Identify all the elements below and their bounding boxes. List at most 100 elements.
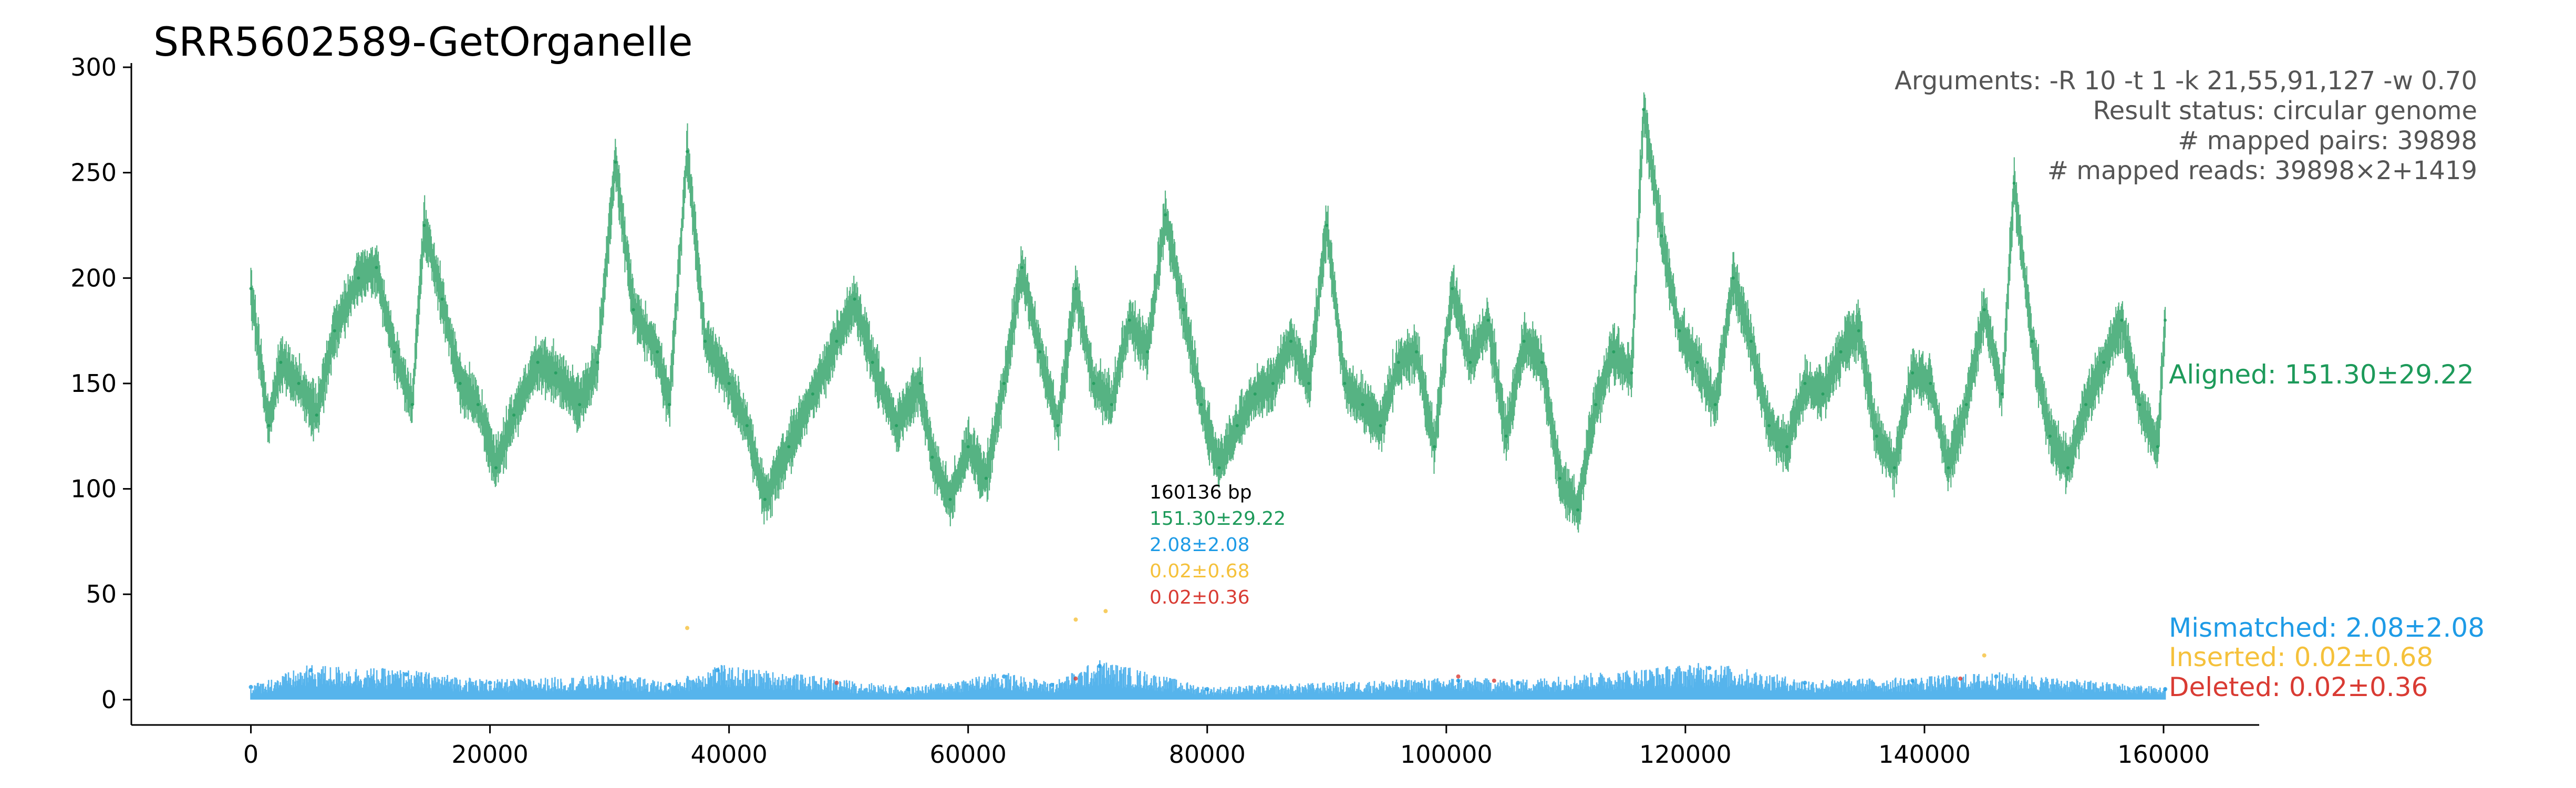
data-point-aligned [2120, 318, 2124, 322]
data-point-aligned [2164, 318, 2167, 322]
data-point-aligned [2012, 181, 2016, 185]
data-point-aligned [1145, 350, 1149, 354]
data-point-aligned [656, 350, 659, 354]
center-stat: 0.02±0.68 [1150, 561, 1249, 582]
data-point-aligned [1451, 287, 1454, 291]
data-point-aligned [422, 223, 426, 227]
data-point-aligned [1325, 223, 1329, 227]
data-point-aligned [357, 276, 360, 280]
data-point-aligned [1002, 381, 1006, 385]
data-point-mismatched [1516, 680, 1520, 685]
data-point-aligned [1522, 339, 1526, 343]
data-point-aligned [1199, 403, 1203, 407]
data-point-deleted [1958, 676, 1963, 681]
series-aligned [249, 92, 2167, 533]
chart-title: SRR5602589-GetOrganelle [153, 18, 692, 65]
data-point-aligned [458, 381, 462, 385]
data-point-aligned [1379, 424, 1382, 428]
data-point-aligned [1235, 424, 1239, 428]
y-ticks: 0 50 100 150 200 250 300 [70, 53, 131, 714]
data-point-aligned [512, 413, 516, 417]
data-point-mismatched [715, 668, 719, 672]
y-tick-label: 0 [101, 686, 117, 714]
data-point-aligned [1695, 360, 1699, 364]
data-point-aligned [1486, 318, 1490, 322]
data-point-aligned [2048, 434, 2052, 438]
data-point-aligned [1020, 266, 1024, 269]
data-point-aligned [1540, 360, 1544, 364]
series-label-aligned: Aligned: 151.30±29.22 [2169, 359, 2474, 390]
data-point-aligned [1182, 308, 1185, 312]
data-point-aligned [578, 403, 582, 407]
data-point-aligned [2084, 403, 2088, 407]
data-point-aligned [249, 287, 253, 291]
data-point-mismatched [1049, 682, 1054, 687]
data-point-aligned [727, 381, 731, 385]
data-point-aligned [1893, 466, 1897, 470]
data-point-aligned [1127, 318, 1131, 322]
data-point-mismatched [1994, 674, 1999, 679]
data-point-aligned [966, 445, 970, 449]
series-inserted [685, 609, 1987, 658]
data-point-aligned [1396, 360, 1400, 364]
data-point-aligned [1630, 371, 1633, 375]
data-point-aligned [2156, 445, 2159, 449]
y-tick-label: 100 [70, 475, 117, 503]
data-point-aligned [667, 403, 671, 407]
data-point-aligned [536, 360, 540, 364]
series-label-deleted: Deleted: 0.02±0.36 [2169, 672, 2428, 702]
data-point-aligned [1612, 350, 1616, 354]
info-line: Result status: circular genome [2093, 96, 2477, 126]
y-tick-label: 50 [86, 580, 117, 608]
data-point-aligned [410, 403, 414, 407]
data-point-aligned [1594, 403, 1598, 407]
data-point-aligned [1731, 276, 1735, 280]
x-tick-label: 20000 [451, 740, 528, 769]
data-point-aligned [1289, 339, 1293, 343]
data-point-aligned [2102, 360, 2106, 364]
data-point-mismatched [906, 687, 911, 691]
data-point-aligned [1307, 381, 1311, 385]
data-point-inserted [1103, 609, 1108, 614]
data-point-mismatched [1910, 678, 1915, 683]
data-point-aligned [763, 497, 767, 501]
x-tick-label: 40000 [690, 740, 767, 769]
data-point-aligned [1433, 445, 1436, 449]
data-point-aligned [1504, 434, 1508, 438]
data-point-inserted [685, 626, 690, 630]
data-point-mismatched [1456, 678, 1461, 683]
x-tick-label: 120000 [1639, 740, 1732, 769]
data-point-mismatched [1001, 674, 1006, 679]
axes [130, 63, 2259, 726]
data-point-aligned [930, 455, 934, 459]
data-point-mismatched [488, 680, 492, 685]
x-ticks: 0 20000 40000 60000 80000 100000 120000 140000 1… [243, 725, 2210, 769]
data-point-aligned [1217, 466, 1221, 470]
data-point-aligned [1982, 308, 1986, 312]
data-point-aligned [853, 297, 856, 301]
series-mismatched [249, 660, 2168, 700]
data-point-mismatched [1707, 666, 1712, 670]
data-point-aligned [984, 476, 988, 480]
data-point-aligned [1911, 371, 1915, 375]
info-line: # mapped pairs: 39898 [2178, 126, 2477, 155]
data-point-aligned [1056, 424, 1060, 428]
series-band-mismatched [250, 660, 2166, 700]
data-point-aligned [1785, 445, 1789, 449]
center-stat: 2.08±2.08 [1150, 534, 1249, 556]
data-point-inserted [1982, 653, 1987, 658]
data-point-mismatched [667, 682, 671, 687]
x-tick-label: 60000 [930, 740, 1007, 769]
data-point-aligned [1947, 466, 1950, 470]
center-stats: 160136 bp 151.30±29.22 2.08±2.08 0.02±0.68 0… [1150, 482, 1286, 608]
data-point-mismatched [1803, 680, 1807, 685]
data-point-aligned [1660, 234, 1663, 238]
data-point-aligned [948, 497, 952, 501]
data-point-aligned [297, 381, 301, 385]
y-tick-label: 200 [70, 264, 117, 292]
data-point-mismatched [249, 685, 253, 689]
data-point-aligned [1271, 381, 1275, 385]
info-line: # mapped reads: 39898×2+1419 [2047, 156, 2477, 185]
data-point-aligned [1558, 476, 1561, 480]
